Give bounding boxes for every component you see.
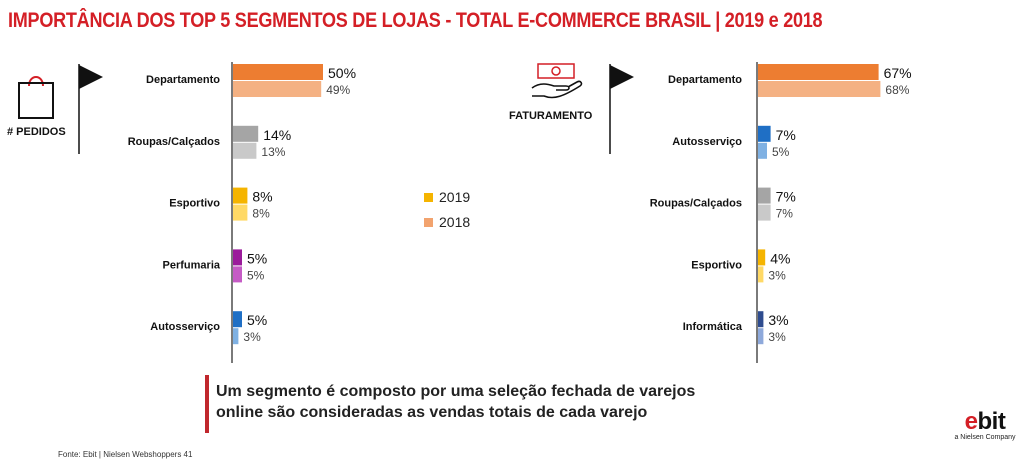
bar-2019-roupas-cal-ados bbox=[233, 125, 259, 142]
bar-2019-esportivo bbox=[758, 249, 766, 266]
bar-2018-departamento bbox=[758, 81, 881, 97]
value-label-2019-roupas-cal-ados: 7% bbox=[776, 189, 796, 205]
bar-2019-autosservi-o bbox=[233, 311, 242, 328]
bar-2018-perfumaria bbox=[233, 266, 242, 283]
bar-2018-esportivo bbox=[758, 266, 764, 283]
note-line-1: Um segmento é composto por uma seleção f… bbox=[216, 383, 696, 400]
category-label-inform-tica: Informática bbox=[683, 321, 743, 333]
category-label-esportivo: Esportivo bbox=[169, 198, 220, 210]
bar-2018-autosservi-o bbox=[758, 142, 767, 159]
note-line-2: online são consideradas as vendas totais… bbox=[216, 404, 648, 421]
legend-label-2018: 2018 bbox=[439, 214, 471, 230]
note-accent-bar bbox=[205, 375, 209, 433]
value-label-2018-departamento: 49% bbox=[326, 83, 350, 97]
value-label-2019-autosservi-o: 7% bbox=[776, 127, 796, 143]
value-label-2018-autosservi-o: 5% bbox=[772, 145, 790, 159]
value-label-2018-autosservi-o: 3% bbox=[243, 330, 261, 344]
value-label-2018-roupas-cal-ados: 13% bbox=[261, 145, 285, 159]
value-label-2019-departamento: 67% bbox=[884, 65, 912, 81]
value-label-2019-inform-tica: 3% bbox=[768, 312, 788, 328]
category-label-roupas-cal-ados: Roupas/Calçados bbox=[650, 198, 742, 210]
bar-2018-esportivo bbox=[233, 204, 248, 221]
flag-marker-icon bbox=[609, 64, 635, 159]
bar-2018-autosservi-o bbox=[233, 328, 239, 345]
value-label-2018-departamento: 68% bbox=[885, 83, 909, 97]
category-label-autosservi-o: Autosserviço bbox=[672, 136, 742, 148]
bar-2019-autosservi-o bbox=[758, 125, 771, 142]
value-label-2018-esportivo: 8% bbox=[252, 207, 270, 221]
category-label-roupas-cal-ados: Roupas/Calçados bbox=[128, 136, 220, 148]
legend-item-2018: 2018 bbox=[424, 211, 470, 233]
value-label-2019-perfumaria: 5% bbox=[247, 250, 267, 266]
bar-2019-roupas-cal-ados bbox=[758, 187, 771, 204]
legend-swatch-2019 bbox=[424, 192, 433, 202]
logo-subtitle: a Nielsen Company bbox=[954, 434, 1016, 441]
ebit-logo: ebit a Nielsen Company bbox=[954, 408, 1016, 442]
category-label-autosservi-o: Autosserviço bbox=[150, 321, 220, 333]
value-label-2019-esportivo: 8% bbox=[252, 189, 272, 205]
value-label-2019-departamento: 50% bbox=[328, 65, 356, 81]
chart-title: IMPORTÂNCIA DOS TOP 5 SEGMENTOS DE LOJAS… bbox=[8, 9, 823, 32]
category-label-esportivo: Esportivo bbox=[691, 259, 742, 271]
panel-label-faturamento: FATURAMENTO bbox=[509, 110, 593, 122]
value-label-2018-esportivo: 3% bbox=[768, 268, 786, 282]
value-label-2018-inform-tica: 3% bbox=[768, 330, 786, 344]
bar-2019-departamento bbox=[758, 64, 879, 80]
source-text: Fonte: Ebit | Nielsen Webshoppers 41 bbox=[58, 450, 193, 459]
note-text: Um segmento é composto por uma seleção f… bbox=[216, 381, 695, 423]
chart-legend: 2019 2018 bbox=[424, 186, 470, 236]
bar-2019-perfumaria bbox=[233, 249, 242, 266]
value-label-2019-autosservi-o: 5% bbox=[247, 312, 267, 328]
bar-2018-roupas-cal-ados bbox=[758, 204, 771, 221]
value-label-2018-perfumaria: 5% bbox=[247, 268, 265, 282]
shopping-bag-icon bbox=[16, 68, 56, 125]
bar-2019-departamento bbox=[233, 64, 323, 80]
legend-label-2019: 2019 bbox=[439, 189, 471, 205]
legend-item-2019: 2019 bbox=[424, 186, 470, 208]
legend-swatch-2018 bbox=[424, 217, 433, 227]
panel-label-pedidos: # PEDIDOS bbox=[7, 126, 66, 138]
flag-marker-icon bbox=[78, 64, 104, 159]
value-label-2019-roupas-cal-ados: 14% bbox=[263, 127, 291, 143]
category-label-departamento: Departamento bbox=[146, 74, 220, 86]
value-label-2018-roupas-cal-ados: 7% bbox=[776, 207, 794, 221]
bar-2019-esportivo bbox=[233, 187, 248, 204]
bar-2018-roupas-cal-ados bbox=[233, 142, 257, 159]
value-label-2019-esportivo: 4% bbox=[770, 250, 790, 266]
bar-2018-departamento bbox=[233, 81, 322, 97]
bar-2019-inform-tica bbox=[758, 311, 764, 328]
bar-2018-inform-tica bbox=[758, 328, 764, 345]
hand-money-icon bbox=[530, 62, 586, 107]
category-label-departamento: Departamento bbox=[668, 74, 742, 86]
category-label-perfumaria: Perfumaria bbox=[163, 259, 221, 271]
